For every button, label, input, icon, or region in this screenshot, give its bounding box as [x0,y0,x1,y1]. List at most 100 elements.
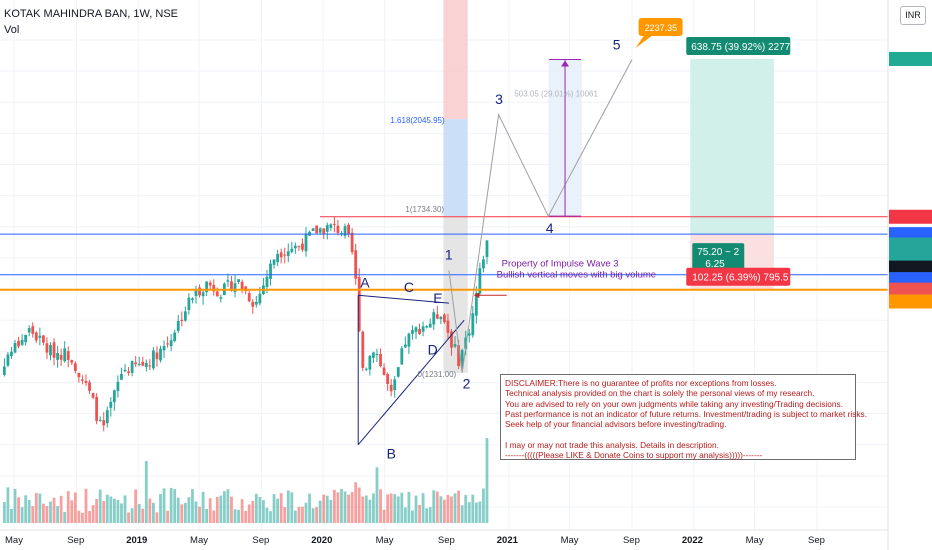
volume-bar [56,506,59,523]
pattern-label-d: D [428,341,438,357]
candle-body [198,287,201,296]
volume-bar [272,494,276,523]
tool-zones [443,0,774,373]
candle-body [254,301,258,305]
target-label-box [686,37,791,56]
elliott-projection-path [448,59,633,373]
volume-bar [148,498,152,523]
candle-body [418,328,421,334]
price-badge [889,237,932,252]
candle-body [272,259,276,265]
disclaimer-line: DISCLAIMER:There is no guarantee of prof… [505,378,777,388]
candle-body [194,289,198,297]
price-badge [889,209,932,224]
volume-bar [414,495,418,523]
currency-badge[interactable]: INR [900,6,926,25]
volume-bar [66,491,70,523]
volume-indicator-label[interactable]: Vol [4,24,20,36]
wave-label-4: 4 [546,220,554,236]
volume-bar [176,497,180,523]
candle-body [293,245,297,249]
volume-bar [52,497,56,523]
wave-label-3: 3 [495,91,503,107]
volume-bar [45,506,49,523]
drawings [357,59,633,446]
candle-body [297,246,301,248]
candle-body [180,319,184,321]
candle-body [325,225,329,232]
volume-bar [123,495,127,523]
candle-body [201,292,205,297]
candle-body [283,254,287,256]
volume-bar [364,495,368,523]
candle-body [155,352,159,360]
candle-body [38,335,42,338]
volume-bar [98,489,102,523]
volume-bar [38,493,42,523]
candle-body [329,224,333,228]
candle-body [24,335,28,343]
candle-body [208,282,212,286]
volume-bar [10,509,13,523]
volume-bar [432,490,436,523]
candle-body [148,365,152,367]
volume-bar [262,500,265,523]
volume-bar [130,508,134,523]
candle-body [336,225,340,233]
candle-body [403,344,407,348]
candle-body [63,348,67,362]
volume-bar [144,461,148,523]
volume-bar [233,509,237,523]
volume-bar [350,491,354,523]
candle-body [205,281,209,293]
candle-body [95,397,99,421]
volume-bar [247,504,251,523]
disclaimer-line: Technical analysis provided on the chart… [505,388,815,399]
candle-body [13,343,17,353]
volume-bar [102,501,106,523]
wave-label-5: 5 [613,36,621,52]
disclaimer-line: I may or may not trade this analysis. De… [505,439,719,450]
volume-bar [336,492,340,523]
volume-bar [226,489,230,523]
volume-bar [418,504,421,523]
volume-bar [379,489,382,523]
candle-body [450,331,453,348]
volume-bar [219,495,223,523]
candle-body [389,384,393,392]
volume-bar [127,512,130,523]
fib-label-1618: 1.618(2045.95) [390,116,445,125]
time-tick-label: May [746,535,764,546]
volume-bar [34,493,38,523]
volume-bar [2,502,6,523]
volume-bar [340,489,343,523]
candle-body [414,327,418,332]
candle-body [471,313,475,336]
volume-bar [258,497,262,523]
volume-bar [467,502,471,523]
volume-bar [386,494,390,523]
pattern-label-e: E [433,290,442,306]
disclaimer-line: You are advised to rely on your own judg… [505,398,843,409]
candle-body [279,252,283,258]
volume-bar [42,503,45,523]
volume-bar [137,504,141,523]
candle-body [474,293,478,316]
volume-bar [393,494,397,523]
candle-body [66,351,70,361]
candle-body [364,368,368,370]
candle-body [251,301,255,307]
candle-body [435,314,439,319]
candle-body [176,320,180,331]
time-tick-label: 2021 [497,535,519,546]
disclaimer-line: -------(((((Please LIKE & Donate Coins t… [505,450,763,461]
candle-body [34,332,38,341]
candle-body [428,323,432,328]
price-badge [889,272,932,287]
volume-bar [13,488,17,523]
time-tick-label: Sep [67,535,84,546]
candle-body [311,228,315,231]
candle-body [2,366,6,375]
volume-bar [389,493,393,523]
